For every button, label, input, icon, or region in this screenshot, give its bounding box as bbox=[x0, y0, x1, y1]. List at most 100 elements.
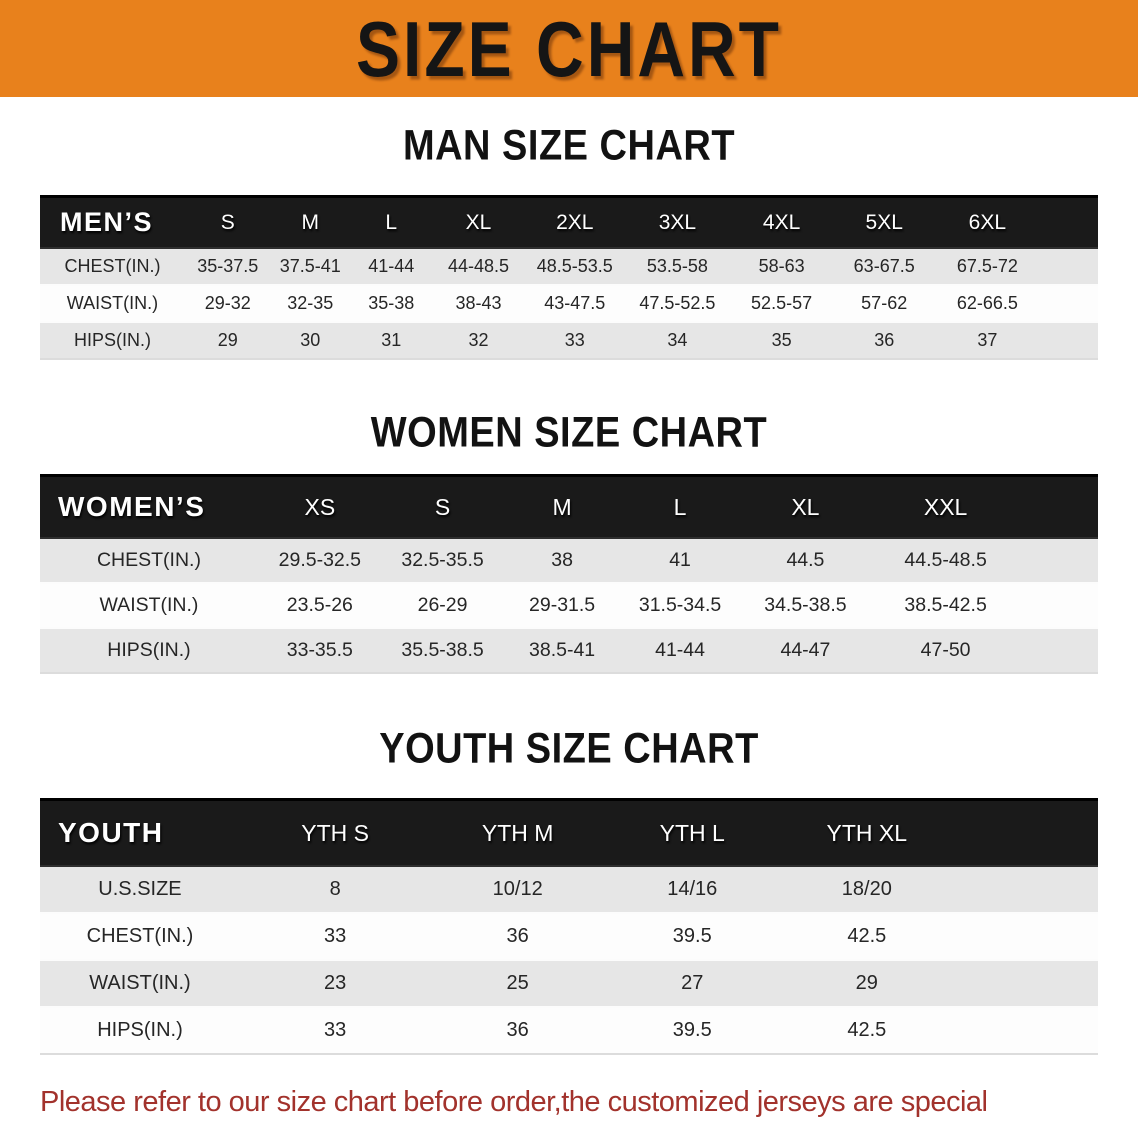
measurement-value-cell: 23 bbox=[324, 972, 347, 994]
table-header-row: MEN’S S M L XL 2XL 3XL 4XL 5XL 6XL bbox=[40, 195, 1098, 249]
measurement-value-cell: 44-47 bbox=[780, 639, 831, 661]
measurement-value-cell: 35 bbox=[771, 330, 792, 350]
measurement-value-cell: 67.5-72 bbox=[956, 256, 1018, 276]
measurement-value-cell: 25 bbox=[506, 972, 529, 994]
youth-size-table-container: YOUTH YTH S YTH M YTH L YTH XL U.S.SIZE 8 10/12… bbox=[40, 798, 1098, 1055]
measurement-value-cell: 58-63 bbox=[758, 256, 805, 276]
table-row: WAIST(IN.) 23 25 27 29 bbox=[40, 960, 1098, 1007]
measurement-value-cell: 33 bbox=[324, 1019, 347, 1041]
spacer-cell bbox=[1040, 322, 1098, 359]
spacer-cell bbox=[1020, 628, 1098, 673]
youth-size-table: YOUTH YTH S YTH M YTH L YTH XL U.S.SIZE 8 10/12… bbox=[40, 798, 1098, 1055]
spacer-cell bbox=[954, 913, 1098, 960]
size-header-cell: XS bbox=[257, 474, 382, 539]
measurement-value-cell: 32.5-35.5 bbox=[401, 549, 484, 571]
size-header-cell: M bbox=[270, 195, 350, 249]
measurement-value-cell: 27 bbox=[681, 972, 704, 994]
measurement-value-cell: 32 bbox=[468, 330, 489, 350]
measurement-value-cell: 31 bbox=[381, 330, 402, 350]
measurement-value-cell: 62-66.5 bbox=[956, 293, 1018, 313]
size-header-cell: S bbox=[184, 195, 271, 249]
measurement-value-cell: 41 bbox=[669, 549, 691, 571]
measurement-value-cell: 33 bbox=[564, 330, 585, 350]
spacer-cell bbox=[1040, 285, 1098, 322]
table-row: HIPS(IN.) 29 30 31 32 33 34 35 36 37 bbox=[40, 322, 1098, 359]
table-header-row: WOMEN’S XS S M L XL XXL bbox=[40, 474, 1098, 539]
measurement-value-cell: 38-43 bbox=[455, 293, 502, 313]
measurement-value-cell: 29-32 bbox=[204, 293, 251, 313]
table-title-cell: YOUTH bbox=[40, 798, 240, 867]
spacer-cell bbox=[954, 1007, 1098, 1054]
measurement-value-cell: 8 bbox=[329, 878, 341, 900]
measurement-value-cell: 36 bbox=[506, 925, 529, 947]
measurement-value-cell: 57-62 bbox=[861, 293, 908, 313]
measurement-value-cell: 31.5-34.5 bbox=[638, 594, 722, 616]
table-row: CHEST(IN.) 35-37.5 37.5-41 41-44 44-48.5 48.5… bbox=[40, 248, 1098, 285]
disclaimer-line-1: Please refer to our size chart before or… bbox=[40, 1086, 988, 1132]
measurement-value-cell: 35.5-38.5 bbox=[401, 639, 484, 661]
measurement-label-cell: WAIST(IN.) bbox=[99, 594, 199, 616]
measurement-value-cell: 29.5-32.5 bbox=[278, 549, 362, 571]
table-row: WAIST(IN.) 23.5-26 26-29 29-31.5 31.5-34.5 34… bbox=[40, 583, 1098, 628]
measurement-value-cell: 44.5 bbox=[786, 549, 825, 571]
table-row: CHEST(IN.) 33 36 39.5 42.5 bbox=[40, 913, 1098, 960]
women-section-heading: WOMEN SIZE CHART bbox=[370, 409, 768, 457]
measurement-value-cell: 30 bbox=[300, 330, 321, 350]
table-row: U.S.SIZE 8 10/12 14/16 18/20 bbox=[40, 866, 1098, 913]
size-header-cell: XL bbox=[739, 474, 872, 539]
measurement-value-cell: 37 bbox=[977, 330, 998, 350]
measurement-value-cell: 39.5 bbox=[672, 925, 712, 947]
measurement-value-cell: 29-31.5 bbox=[529, 594, 596, 616]
table-title-cell: MEN’S bbox=[40, 195, 185, 249]
size-header-cell: XL bbox=[432, 195, 525, 249]
spacer-cell bbox=[1020, 583, 1098, 628]
table-row: WAIST(IN.) 29-32 32-35 35-38 38-43 43-47.5 47.… bbox=[40, 285, 1098, 322]
measurement-label-cell: WAIST(IN.) bbox=[89, 972, 191, 994]
measurement-label-cell: CHEST(IN.) bbox=[86, 925, 194, 947]
spacer-cell bbox=[954, 798, 1098, 867]
size-header-cell: 3XL bbox=[625, 195, 730, 249]
measurement-value-cell: 33 bbox=[324, 925, 347, 947]
size-chart-banner: SIZE CHART bbox=[0, 0, 1138, 97]
size-header-cell: YTH L bbox=[604, 798, 780, 867]
men-section-heading: MAN SIZE CHART bbox=[402, 122, 736, 170]
measurement-value-cell: 10/12 bbox=[492, 878, 543, 900]
measurement-value-cell: 37.5-41 bbox=[279, 256, 341, 276]
table-header-row: YOUTH YTH S YTH M YTH L YTH XL bbox=[40, 798, 1098, 867]
measurement-value-cell: 33-35.5 bbox=[286, 639, 353, 661]
measurement-label-cell: HIPS(IN.) bbox=[107, 639, 191, 661]
size-header-cell: 6XL bbox=[934, 195, 1040, 249]
measurement-value-cell: 47-50 bbox=[920, 639, 971, 661]
table-title-cell: WOMEN’S bbox=[40, 474, 258, 539]
measurement-label-cell: U.S.SIZE bbox=[98, 878, 182, 900]
measurement-value-cell: 18/20 bbox=[841, 878, 892, 900]
women-size-table-container: WOMEN’S XS S M L XL XXL CHEST(IN.) 29.5-32.5 32.5… bbox=[40, 474, 1098, 674]
size-header-cell: L bbox=[620, 474, 740, 539]
measurement-value-cell: 42.5 bbox=[847, 925, 887, 947]
size-header-cell: YTH XL bbox=[779, 798, 955, 867]
measurement-value-cell: 41-44 bbox=[655, 639, 705, 661]
measurement-value-cell: 47.5-52.5 bbox=[639, 293, 716, 313]
measurement-value-cell: 35-38 bbox=[368, 293, 415, 313]
spacer-cell bbox=[1039, 195, 1098, 249]
measurement-value-cell: 48.5-53.5 bbox=[536, 256, 613, 276]
measurement-value-cell: 42.5 bbox=[847, 1019, 887, 1041]
table-row: HIPS(IN.) 33-35.5 35.5-38.5 38.5-41 41-44 44-… bbox=[40, 628, 1098, 673]
men-size-table: MEN’S S M L XL 2XL 3XL 4XL 5XL 6XL CHEST(IN.) 35-37… bbox=[40, 195, 1098, 360]
youth-section-heading: YOUTH SIZE CHART bbox=[379, 725, 759, 773]
measurement-label-cell: CHEST(IN.) bbox=[96, 549, 201, 571]
measurement-value-cell: 34.5-38.5 bbox=[764, 594, 847, 616]
size-header-cell: M bbox=[503, 474, 621, 539]
table-row: HIPS(IN.) 33 36 39.5 42.5 bbox=[40, 1007, 1098, 1054]
size-header-cell: 2XL bbox=[524, 195, 626, 249]
banner-title: SIZE CHART bbox=[356, 4, 782, 93]
size-header-cell: 4XL bbox=[729, 195, 834, 249]
measurement-label-cell: HIPS(IN.) bbox=[73, 330, 151, 350]
measurement-value-cell: 53.5-58 bbox=[646, 256, 708, 276]
measurement-value-cell: 44.5-48.5 bbox=[904, 549, 987, 571]
measurement-value-cell: 29 bbox=[217, 330, 238, 350]
women-size-table: WOMEN’S XS S M L XL XXL CHEST(IN.) 29.5-32.5 32.5… bbox=[40, 474, 1098, 674]
spacer-cell bbox=[1040, 248, 1098, 285]
measurement-value-cell: 14/16 bbox=[667, 878, 718, 900]
measurement-value-cell: 44-48.5 bbox=[447, 256, 510, 276]
